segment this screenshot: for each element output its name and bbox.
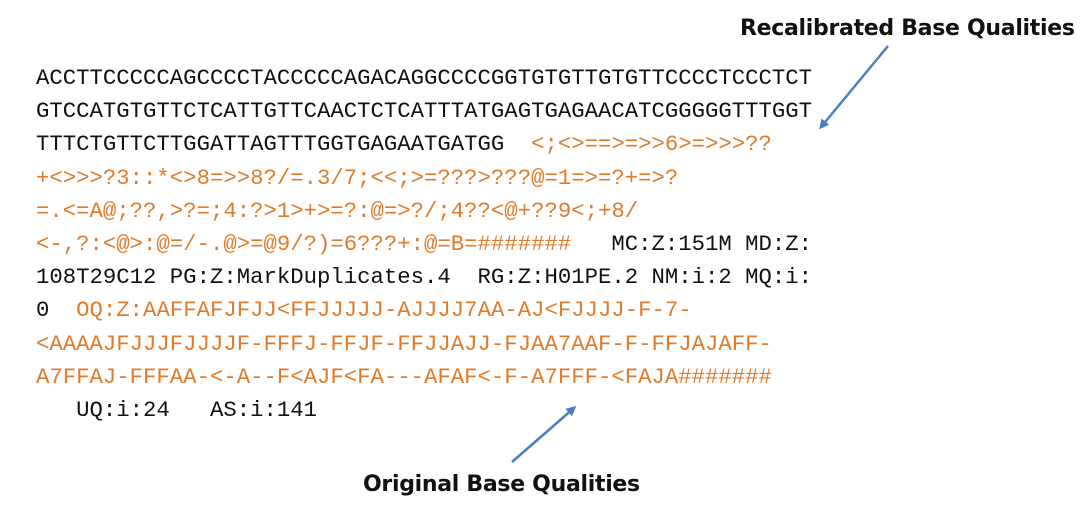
original-qualities-label: Original Base Qualities: [363, 472, 640, 497]
record-line: =.<=A@;??,>?=;4:?>1>+>=?:@=>?/;4??<@+??9…: [36, 195, 1066, 228]
record-line: TTTCTGTTCTTGGATTAGTTTGGTGAGAATGATGG <;<>…: [36, 128, 1066, 161]
quality-string-segment: OQ:Z:AAFFAFJFJJ<FFJJJJJ-AJJJJ7AA-AJ<FJJJ…: [76, 297, 692, 324]
record-line: ACCTTCCCCCAGCCCCTACCCCCAGACAGGCCCCGGTGTG…: [36, 62, 1066, 95]
record-line: 108T29C12 PG:Z:MarkDuplicates.4 RG:Z:H01…: [36, 261, 1066, 294]
record-line: A7FFAJ-FFFAA-<-A--F<AJF<FA---AFAF<-F-A7F…: [36, 361, 1066, 394]
sam-read-record: ACCTTCCCCCAGCCCCTACCCCCAGACAGGCCCCGGTGTG…: [36, 62, 1066, 427]
record-text-segment: ACCTTCCCCCAGCCCCTACCCCCAGACAGGCCCCGGTGTG…: [36, 65, 813, 91]
record-text-segment: 0: [36, 297, 77, 324]
quality-string-segment: <;<>==>=>>6>=>>>??: [531, 131, 772, 158]
record-line: 0 OQ:Z:AAFFAFJFJJ<FFJJJJJ-AJJJJ7AA-AJ<FJ…: [36, 294, 1066, 327]
record-text-segment: UQ:i:24 AS:i:141: [36, 396, 317, 423]
record-line: GTCCATGTGTTCTCATTGTTCAACTCTCATTTATGAGTGA…: [36, 95, 1066, 128]
record-line: +<>>>?3::*<>8=>>8?/=.3/7;<<;>=???>???@=1…: [36, 162, 1066, 195]
record-text-segment: TTTCTGTTCTTGGATTAGTTTGGTGAGAATGATGG: [36, 131, 532, 158]
quality-string-segment: <-,?:<@>:@=/-.@>=@9/?)=6???+:@=B=#######: [36, 230, 572, 257]
quality-string-segment: <AAAAJFJJJFJJJJF-FFFJ-FFJF-FFJJAJJ-FJAA7…: [36, 330, 772, 357]
record-text-segment: 108T29C12 PG:Z:MarkDuplicates.4 RG:Z:H01…: [36, 264, 813, 291]
quality-string-segment: =.<=A@;??,>?=;4:?>1>+>=?:@=>?/;4??<@+??9…: [36, 197, 639, 224]
recalibrated-qualities-label: Recalibrated Base Qualities: [740, 16, 1075, 41]
record-text-segment: GTCCATGTGTTCTCATTGTTCAACTCTCATTTATGAGTGA…: [36, 98, 813, 125]
record-line: UQ:i:24 AS:i:141: [36, 394, 1066, 427]
record-text-segment: MC:Z:151M MD:Z:: [571, 230, 813, 257]
quality-string-segment: +<>>>?3::*<>8=>>8?/=.3/7;<<;>=???>???@=1…: [36, 164, 679, 191]
record-line: <-,?:<@>:@=/-.@>=@9/?)=6???+:@=B=#######…: [36, 228, 1066, 261]
record-line: <AAAAJFJJJFJJJJF-FFFJ-FFJF-FFJJAJJ-FJAA7…: [36, 328, 1066, 361]
quality-string-segment: A7FFAJ-FFFAA-<-A--F<AJF<FA---AFAF<-F-A7F…: [36, 363, 772, 390]
